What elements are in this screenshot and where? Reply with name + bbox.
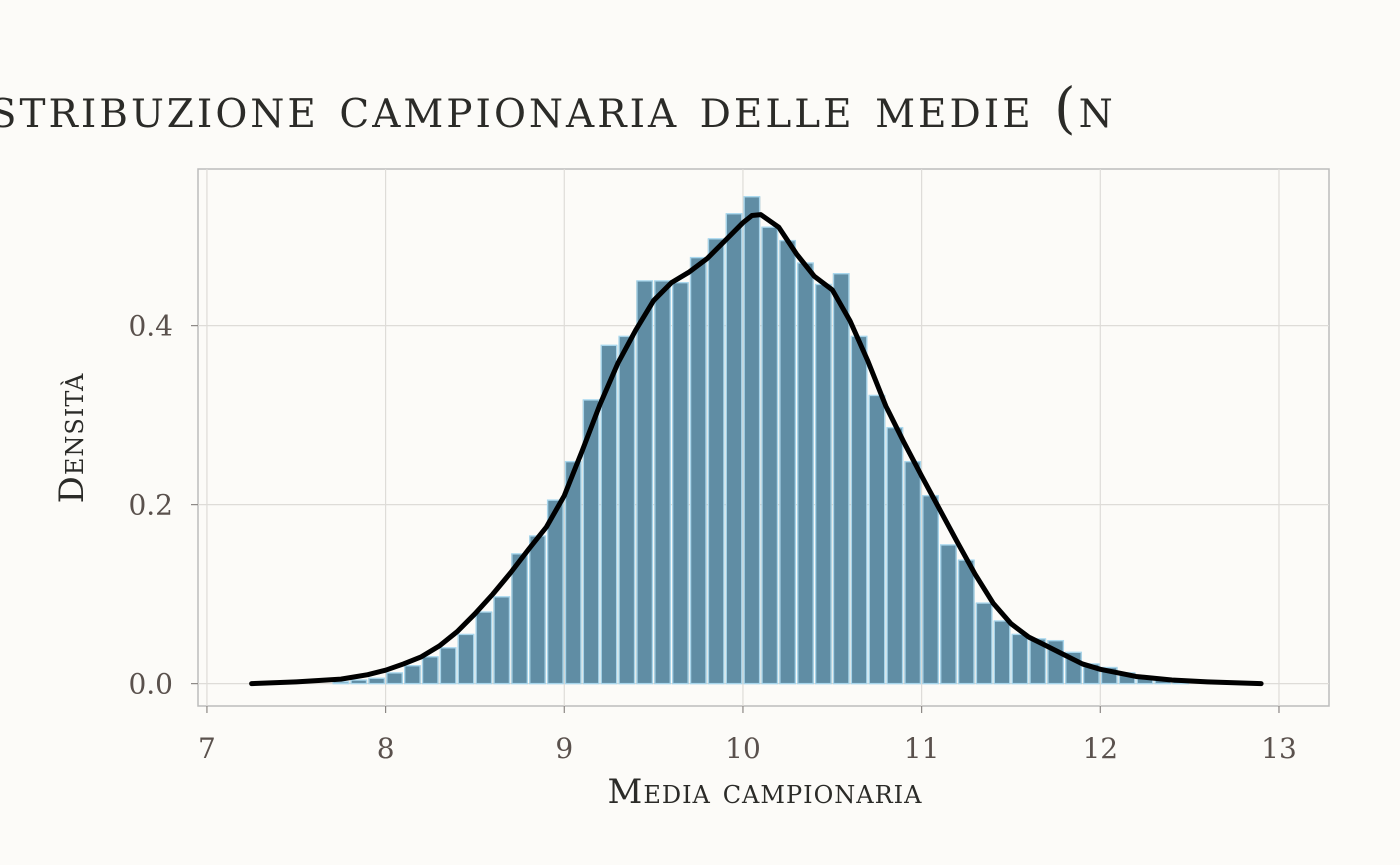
x-tick-label: 13	[1261, 732, 1297, 765]
histogram-bar	[868, 394, 886, 685]
histogram-bar	[922, 494, 939, 685]
histogram-bar	[618, 335, 636, 685]
density-curve	[249, 212, 1264, 687]
x-tick-label: 12	[1082, 732, 1118, 765]
histogram-bar	[975, 602, 993, 685]
histogram-bar	[671, 281, 689, 685]
y-axis-title: Densità	[52, 373, 92, 504]
histogram-bar	[564, 460, 582, 685]
histogram-bar	[386, 672, 403, 685]
histogram-bar	[332, 681, 350, 685]
histogram-bar	[600, 344, 618, 685]
histogram-bar	[457, 633, 475, 685]
histogram-bar	[546, 499, 564, 685]
y-tick-label: 0.4	[128, 310, 173, 343]
histogram-bar	[779, 239, 797, 685]
histogram-bar	[636, 280, 654, 685]
x-axis-title: Media campionaria	[608, 772, 923, 812]
histogram-bar	[850, 335, 868, 685]
histogram-bar	[725, 213, 743, 685]
histogram-bar	[368, 677, 386, 685]
y-axis-ticks: 0.0 0.2 0.4	[128, 310, 198, 701]
x-tick-label: 10	[725, 732, 761, 765]
histogram-bar	[761, 226, 779, 685]
histogram-bar	[957, 559, 975, 685]
histogram-bar	[832, 273, 850, 685]
histogram-bar	[582, 399, 600, 685]
histogram-bar	[814, 283, 832, 685]
histogram-bar	[689, 256, 707, 685]
y-tick-label: 0.2	[128, 489, 173, 522]
histogram-bar	[886, 426, 904, 685]
histogram-bar	[743, 196, 761, 685]
histogram-bar	[797, 262, 814, 685]
histogram-bars	[332, 196, 1190, 685]
x-tick-label: 9	[555, 732, 573, 765]
histogram-bar	[350, 679, 368, 685]
histogram-bar	[904, 460, 922, 685]
histogram-bar	[493, 596, 511, 685]
histogram-bar	[529, 535, 546, 685]
histogram-bar	[421, 656, 439, 685]
plot-area	[197, 168, 1330, 707]
histogram-bar	[439, 647, 457, 685]
x-tick-label: 7	[198, 732, 216, 765]
histogram-bar	[993, 620, 1011, 685]
histogram-bar	[511, 553, 529, 685]
x-tick-label: 8	[377, 732, 395, 765]
histogram-bar	[654, 280, 671, 685]
histogram-bar	[707, 238, 725, 685]
histogram-bar	[1011, 633, 1029, 685]
axes: 7 8 9 10 11 12 13 0.00.20.4 Media campionaria …	[52, 310, 1297, 812]
density-line	[249, 212, 1264, 687]
histogram-bar	[475, 611, 493, 685]
plot-frame	[197, 168, 1330, 707]
histogram-bar	[403, 665, 421, 685]
chart-title: Distribuzione campionaria delle medie (n	[0, 76, 1116, 140]
histogram-bar	[939, 544, 957, 685]
y-tick-label: 0.0	[128, 668, 173, 701]
x-tick-label: 11	[904, 732, 940, 765]
x-axis-ticks: 7 8 9 10 11 12 13	[198, 706, 1297, 765]
